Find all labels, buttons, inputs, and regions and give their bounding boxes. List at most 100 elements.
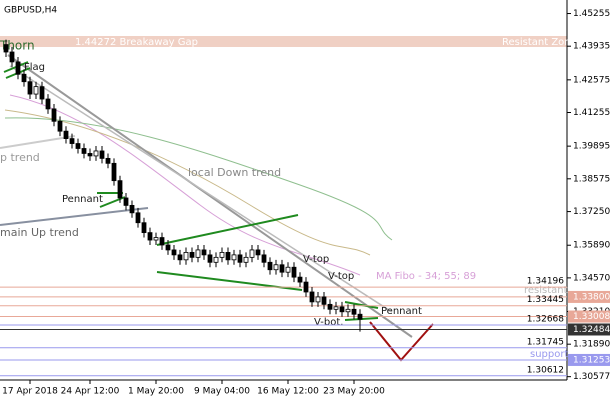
x-tick-label: 24 Apr 12:00 xyxy=(61,387,120,397)
candle-body xyxy=(315,296,321,303)
candle-body xyxy=(291,266,297,278)
y-tick-label: 1.34570 xyxy=(573,273,610,283)
annotation: 1.44272 Breakaway Gap xyxy=(75,37,198,48)
candle-body xyxy=(345,308,351,313)
candle-body xyxy=(87,153,93,157)
level-box xyxy=(568,290,610,303)
candle-body xyxy=(189,252,195,258)
candle-body xyxy=(261,254,267,263)
annotation: p trend xyxy=(0,151,40,164)
y-tick-label: 1.38575 xyxy=(573,174,610,184)
annotation: Resistant Zone xyxy=(502,37,577,48)
channel-line xyxy=(156,214,299,246)
x-tick-label: 17 Apr 2018 xyxy=(2,387,58,397)
x-tick-label: 23 May 20:00 xyxy=(323,387,385,397)
candle-body xyxy=(231,254,237,261)
annotation: resistant xyxy=(524,285,568,296)
candle-body xyxy=(57,120,63,132)
candle-body xyxy=(123,197,129,206)
pennant-line xyxy=(99,196,126,208)
candle-body xyxy=(147,232,153,241)
candle-body xyxy=(39,86,45,100)
candle-body xyxy=(15,61,21,75)
y-tick-label: 1.35890 xyxy=(573,241,610,251)
pennant-line xyxy=(344,301,379,309)
y-tick-label: 1.30577 xyxy=(573,372,610,382)
candle-body xyxy=(135,212,141,224)
candle-body xyxy=(111,162,117,182)
level-box xyxy=(568,353,610,366)
annotation: Flag xyxy=(24,62,45,73)
annotation: main Up trend xyxy=(0,226,79,239)
level-box xyxy=(568,310,610,323)
candle-body xyxy=(177,254,183,261)
level-label: 1.31745 xyxy=(527,337,564,347)
candle-body xyxy=(93,150,99,157)
candle-body xyxy=(333,306,339,310)
trend-line xyxy=(9,65,393,313)
candle-body xyxy=(99,150,105,159)
candle-body xyxy=(75,143,81,149)
trend-line xyxy=(0,135,76,149)
y-tick-label: 1.31890 xyxy=(573,340,610,350)
annotation: V-bot. xyxy=(314,317,343,328)
candle-body xyxy=(141,222,147,234)
annotation: V-top xyxy=(328,271,354,282)
x-tick-label: 9 May 04:00 xyxy=(194,387,250,397)
candle-body xyxy=(309,291,315,303)
trend-line xyxy=(7,54,413,338)
candle-body xyxy=(105,157,111,164)
candle-body xyxy=(297,276,303,283)
candle-body xyxy=(303,281,309,293)
level-label: 1.32484 xyxy=(573,325,610,335)
candle-body xyxy=(129,204,135,214)
y-tick-label: 1.45255 xyxy=(573,9,610,19)
candle-body xyxy=(21,73,27,83)
x-tick-label: 16 May 12:00 xyxy=(257,387,319,397)
candle-body xyxy=(339,306,345,313)
ma-89 xyxy=(4,117,393,241)
level-label: 1.33800 xyxy=(573,292,610,302)
ma-55 xyxy=(4,109,371,256)
candle-body xyxy=(63,130,69,139)
candle-body xyxy=(279,264,285,273)
candle-body xyxy=(285,266,291,273)
resistant-zone-band xyxy=(0,36,567,47)
candle-body xyxy=(153,237,159,241)
candle-body xyxy=(27,81,33,95)
candle-body xyxy=(207,254,213,263)
annotation: MA Fibo - 34; 55; 89 xyxy=(376,271,476,282)
level-label: 1.31253 xyxy=(573,355,610,365)
candle-body xyxy=(237,254,243,263)
candle-body xyxy=(243,256,249,263)
y-tick-label: 1.42575 xyxy=(573,75,610,85)
annotation: local Down trend xyxy=(188,166,281,179)
trend-line xyxy=(0,207,149,226)
ma-34 xyxy=(9,94,361,276)
annotation: Pennant xyxy=(62,194,103,205)
candle-body xyxy=(267,261,273,271)
y-tick-label: 1.43935 xyxy=(573,42,610,52)
annotation: Pennant xyxy=(381,306,422,317)
candle-body xyxy=(69,138,75,144)
candle-body xyxy=(159,237,165,246)
candle-body xyxy=(117,180,123,199)
annotation: Thorn xyxy=(0,39,35,53)
candle-body xyxy=(33,86,39,95)
candle-body xyxy=(213,256,219,263)
y-tick-label: 1.39895 xyxy=(573,142,610,152)
candle-body xyxy=(3,44,9,53)
candle-body xyxy=(255,249,261,256)
level-box xyxy=(568,323,610,336)
candle-body xyxy=(249,249,255,258)
candle-body xyxy=(321,296,327,305)
y-tick-label: 1.37250 xyxy=(573,207,610,217)
candle-body xyxy=(327,303,333,310)
candle-body xyxy=(225,252,231,261)
candle-body xyxy=(195,249,201,258)
candle-body xyxy=(51,108,57,122)
annotation: V-top xyxy=(303,254,329,265)
candle-body xyxy=(357,313,363,320)
level-label: 1.30612 xyxy=(527,365,564,375)
